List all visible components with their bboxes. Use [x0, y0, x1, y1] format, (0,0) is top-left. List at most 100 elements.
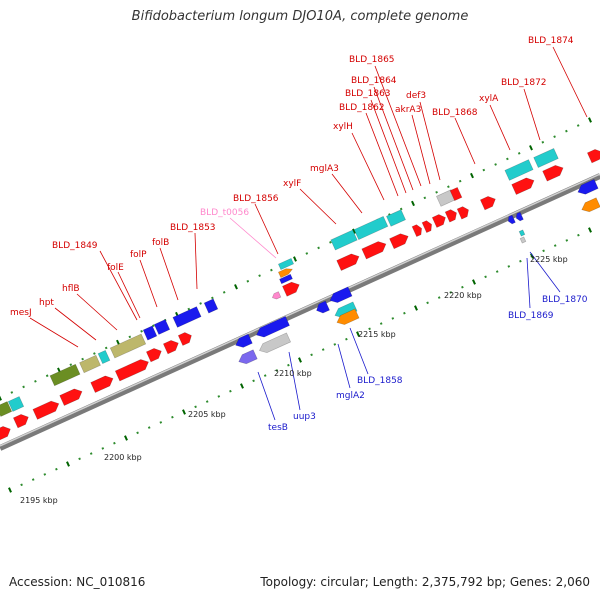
- forward-gene-block-shape: [533, 148, 559, 168]
- forward-gene-red-shape: [32, 400, 60, 420]
- scale-label: 2215 kbp: [358, 330, 396, 339]
- forward-gene-red: [421, 220, 432, 234]
- gene-label-BLD_1864[interactable]: BLD_1864: [351, 76, 397, 86]
- forward-gene-block: [330, 229, 358, 251]
- lower-scale-tick: [519, 259, 522, 263]
- gene-label-BLD_1872[interactable]: BLD_1872: [501, 78, 547, 88]
- forward-gene-red: [90, 375, 114, 393]
- upper-scale-tick: [352, 228, 356, 234]
- upper-scale-tick: [482, 168, 486, 172]
- gene-label-BLD_t0056[interactable]: BLD_t0056: [200, 208, 249, 218]
- gene-label-folP[interactable]: folP: [130, 250, 147, 260]
- lower-scale-tick: [449, 291, 453, 294]
- leader-forward: [411, 114, 431, 185]
- forward-gene-red: [586, 149, 600, 164]
- lower-scale-tick: [379, 322, 383, 325]
- reverse-gene-labels: tesB uup3 mglA2 BLD_1858 BLD_1869 BLD_18…: [268, 295, 588, 433]
- gene-label-BLD_1856[interactable]: BLD_1856: [233, 194, 279, 204]
- forward-gene-red-shape: [389, 233, 409, 250]
- reverse-gene-tiny-shape: [519, 236, 527, 244]
- reverse-gene-shape: [334, 301, 358, 318]
- gene-label-akrA3[interactable]: akrA3: [395, 105, 421, 115]
- gene-label-BLD_1868[interactable]: BLD_1868: [432, 108, 478, 118]
- forward-gene-red-shape: [444, 209, 457, 223]
- leader-forward: [29, 317, 79, 348]
- scale-label: 2200 kbp: [104, 453, 142, 462]
- reverse-gene: [329, 286, 353, 303]
- forward-gene-block-shape: [7, 396, 25, 412]
- gene-label-BLD_1862[interactable]: BLD_1862: [339, 103, 385, 113]
- genome-backbone: [0, 173, 600, 451]
- gene-label-BLD_1858[interactable]: BLD_1858: [357, 376, 403, 386]
- lower-scale-tick: [113, 441, 116, 445]
- forward-gene-block: [7, 396, 25, 412]
- rna-gene-shape: [271, 291, 282, 300]
- forward-gene-red-shape: [336, 253, 360, 271]
- lower-scale-tick: [275, 369, 279, 372]
- genome-summary-text: Topology: circular; Length: 2,375,792 bp…: [260, 575, 590, 589]
- upper-scale-tick: [565, 129, 568, 133]
- gene-label-xylH[interactable]: xylH: [333, 122, 353, 132]
- forward-gene-red-shape: [0, 426, 11, 441]
- gene-label-BLD_1874[interactable]: BLD_1874: [528, 36, 574, 46]
- upper-scale-tick: [45, 374, 49, 378]
- lower-scale-tick: [159, 421, 163, 424]
- reverse-gene: [256, 316, 290, 338]
- gene-label-mesJ[interactable]: mesJ: [10, 308, 32, 318]
- gene-label-BLD_1870[interactable]: BLD_1870: [542, 295, 588, 305]
- forward-gene-block: [79, 354, 101, 374]
- gene-label-uup3[interactable]: uup3: [293, 412, 316, 422]
- gene-label-tesB[interactable]: tesB: [268, 423, 288, 433]
- forward-gene-labels: mesJ hpt hflB BLD_1849 folE folP folB BL…: [10, 36, 574, 318]
- upper-scale-tick: [22, 385, 25, 389]
- forward-gene-block-shape: [97, 349, 111, 365]
- gene-label-mglA2[interactable]: mglA2: [336, 391, 365, 401]
- lower-scale-tick: [530, 253, 534, 259]
- gene-label-BLD_1863[interactable]: BLD_1863: [345, 89, 391, 99]
- reverse-gene: [316, 300, 330, 314]
- gene-label-BLD_1853[interactable]: BLD_1853: [170, 223, 216, 233]
- leader-forward: [299, 188, 337, 225]
- gene-label-def3[interactable]: def3: [406, 91, 426, 101]
- reverse-gene-tiny-shape: [507, 214, 516, 225]
- gene-label-hflB[interactable]: hflB: [62, 284, 80, 294]
- upper-scale-tick: [470, 172, 474, 179]
- gene-label-hpt[interactable]: hpt: [39, 298, 54, 308]
- upper-scale-tick: [128, 335, 132, 339]
- label-leader-lines: [29, 46, 588, 421]
- gene-label-folB[interactable]: folB: [152, 238, 169, 248]
- lower-scale-tick: [147, 426, 151, 429]
- forward-gene-red: [12, 414, 29, 429]
- gene-label-BLD_1865[interactable]: BLD_1865: [349, 55, 395, 65]
- forward-gene-small: [277, 257, 295, 271]
- leader-reverse: [526, 257, 531, 309]
- gene-label-folE[interactable]: folE: [107, 263, 124, 273]
- gene-label-BLD_1849[interactable]: BLD_1849: [52, 241, 98, 251]
- gene-label-mglA3[interactable]: mglA3: [310, 164, 339, 174]
- gene-label-xylF[interactable]: xylF: [283, 179, 301, 189]
- forward-gene-block-shape: [109, 333, 147, 359]
- gene-label-BLD_1869[interactable]: BLD_1869: [508, 311, 554, 321]
- upper-scale-tick: [81, 357, 84, 361]
- reverse-gene-shape: [259, 332, 292, 354]
- lower-scale-tick: [368, 327, 371, 331]
- leader-forward: [194, 232, 198, 290]
- upper-scale-tick: [34, 379, 37, 383]
- forward-gene-red: [145, 348, 162, 363]
- lower-scale-tick: [437, 296, 441, 299]
- forward-gene-red: [542, 165, 564, 182]
- lower-scale-tick: [229, 389, 232, 393]
- gene-label-xylA[interactable]: xylA: [479, 94, 499, 104]
- reverse-gene-tiny: [507, 214, 516, 225]
- lower-scale-tick: [321, 348, 325, 351]
- forward-gene-red: [361, 241, 387, 260]
- lower-scale-tick: [171, 415, 174, 419]
- upper-scale-tick: [506, 157, 509, 161]
- reverse-gene: [336, 308, 360, 325]
- lower-scale-tick: [577, 233, 580, 237]
- upper-scale-tick: [222, 291, 226, 294]
- leader-reverse: [349, 327, 369, 375]
- lower-scale-tick: [588, 227, 592, 233]
- lower-scale-tick: [217, 395, 221, 398]
